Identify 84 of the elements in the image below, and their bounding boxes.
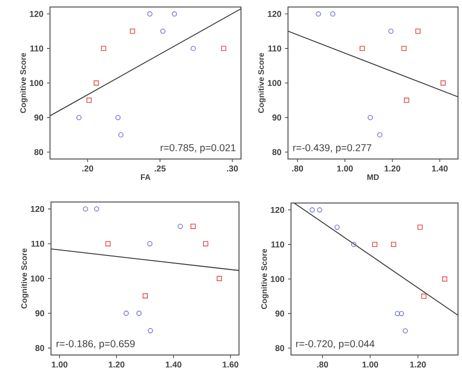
x-tick-label: 1.20	[384, 166, 400, 172]
point	[147, 241, 152, 246]
x-tick-label: 1.00	[52, 362, 68, 368]
point	[421, 294, 426, 299]
point	[124, 310, 129, 316]
point	[351, 242, 356, 248]
point	[372, 242, 378, 248]
point	[94, 206, 100, 212]
point	[388, 28, 394, 34]
y-tick-label: 80	[34, 149, 44, 156]
point	[130, 28, 136, 34]
point	[401, 46, 407, 52]
y-tick-label: 100	[268, 80, 282, 86]
y-tick-label: 120	[270, 206, 284, 213]
y-tick-label: 90	[272, 114, 282, 121]
point	[100, 46, 106, 52]
point	[136, 310, 142, 316]
x-tick-label: .30	[227, 166, 238, 172]
point	[203, 241, 208, 246]
x-tick-label: 1.60	[222, 362, 238, 368]
y-tick-label: 120	[30, 10, 44, 17]
point	[404, 98, 410, 103]
y-tick-label: 120	[30, 206, 44, 212]
point	[440, 80, 446, 86]
y-tick-label: 90	[34, 114, 44, 121]
x-tick-label: 1.40	[432, 166, 448, 172]
x-tick-label: 1.00	[362, 362, 378, 368]
point	[115, 114, 121, 120]
point	[402, 328, 408, 334]
point	[142, 293, 148, 298]
point	[310, 207, 315, 213]
point	[172, 11, 178, 17]
y-tick-label: 80	[272, 149, 282, 156]
y-tick-label: 100	[270, 276, 284, 282]
point	[148, 328, 154, 334]
x-tick-label: .20	[82, 166, 94, 172]
y-tick-label: 100	[30, 276, 44, 282]
point	[221, 46, 226, 52]
y-tick-label: 80	[35, 345, 44, 352]
y-tick-label: 90	[275, 310, 284, 317]
y-tick-label: 110	[268, 45, 282, 52]
point	[76, 114, 82, 120]
point	[105, 241, 111, 246]
x-tick-label: .25	[154, 166, 166, 172]
x-tick-label: .80	[317, 362, 328, 368]
point	[398, 310, 404, 316]
point	[394, 310, 400, 316]
y-tick-label: 90	[35, 310, 44, 316]
point	[147, 11, 152, 17]
point	[216, 276, 222, 282]
point	[415, 28, 421, 34]
point	[390, 242, 396, 248]
point	[86, 98, 92, 103]
annotation: r=0.785, p=0.021	[160, 144, 236, 154]
point	[360, 46, 365, 52]
point	[442, 276, 448, 282]
y-tick-label: 110	[271, 241, 284, 248]
point	[330, 11, 336, 17]
point	[94, 80, 99, 86]
point	[118, 132, 124, 138]
point	[178, 224, 183, 229]
annotation: r=-0.439, p=0.277	[293, 144, 372, 154]
point	[190, 224, 196, 229]
y-tick-label: 110	[30, 45, 44, 52]
point	[417, 224, 423, 230]
y-tick-label: 110	[31, 240, 44, 247]
y-tick-label: 80	[275, 345, 284, 352]
annotation: r=-0.720, p=0.044	[296, 340, 374, 350]
x-tick-label: 1.40	[166, 362, 182, 368]
point	[160, 28, 166, 34]
x-tick-label: 1.20	[108, 362, 124, 368]
x-tick-label: 1.20	[410, 362, 426, 368]
annotation: r=-0.186, p=0.659	[56, 340, 135, 350]
x-tick-label: .80	[292, 166, 304, 172]
point	[316, 11, 321, 17]
point	[368, 114, 373, 120]
point	[190, 46, 196, 52]
point	[334, 224, 340, 230]
y-tick-label: 120	[268, 10, 282, 17]
point	[317, 207, 322, 213]
point	[377, 132, 382, 138]
x-tick-label: 1.00	[337, 166, 353, 172]
point	[82, 206, 88, 212]
y-tick-label: 100	[30, 80, 44, 86]
